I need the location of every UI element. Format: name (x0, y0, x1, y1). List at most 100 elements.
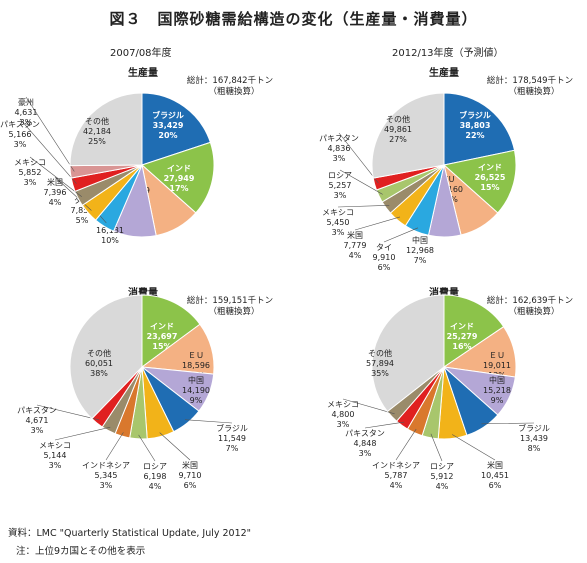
svg-text:米国: 米国 (182, 460, 198, 470)
svg-text:6,198: 6,198 (144, 472, 167, 481)
svg-text:25,279: 25,279 (447, 332, 478, 341)
svg-text:4%: 4% (49, 198, 62, 207)
pie-slice-other (371, 92, 445, 179)
svg-text:6%: 6% (378, 263, 391, 272)
svg-text:インド: インド (450, 322, 474, 331)
svg-text:ブラジル: ブラジル (518, 423, 550, 433)
svg-text:3%: 3% (14, 140, 27, 149)
pie-total: 総計：167,842千トン (187, 75, 273, 86)
svg-text:6%: 6% (489, 481, 502, 490)
svg-text:メキシコ: メキシコ (14, 158, 46, 167)
svg-text:中国: 中国 (188, 375, 204, 385)
svg-text:12,968: 12,968 (406, 246, 434, 255)
svg-text:その他: その他 (368, 348, 392, 358)
svg-text:15,218: 15,218 (483, 386, 511, 395)
svg-text:42,184: 42,184 (83, 127, 111, 136)
svg-text:米国: 米国 (47, 177, 63, 187)
svg-text:3%: 3% (49, 461, 62, 470)
svg-text:パキスタン: パキスタン (0, 120, 40, 129)
svg-text:3%: 3% (20, 118, 33, 127)
pie-title: 生産量 (429, 66, 459, 79)
pie-chart-4: 消費量総計：162,639千トン（粗糖換算）インド25,27916%ＥＵ19,0… (327, 286, 573, 491)
pie-slice-india (443, 294, 505, 368)
svg-text:49,861: 49,861 (384, 125, 412, 134)
pie-slice-other (69, 294, 143, 420)
svg-text:3%: 3% (334, 191, 347, 200)
svg-text:インドネシア: インドネシア (82, 461, 130, 470)
svg-text:ＥＵ: ＥＵ (188, 351, 204, 360)
svg-text:5,787: 5,787 (385, 471, 408, 480)
svg-text:7,855: 7,855 (71, 206, 94, 215)
svg-text:25%: 25% (88, 137, 106, 146)
pie-slice-india (141, 294, 201, 368)
svg-text:22%: 22% (465, 131, 484, 140)
svg-text:7,779: 7,779 (344, 241, 367, 250)
svg-text:ブラジル: ブラジル (152, 110, 184, 120)
svg-text:4%: 4% (349, 251, 362, 260)
svg-text:17%: 17% (169, 184, 188, 193)
svg-text:10,451: 10,451 (481, 471, 509, 480)
svg-text:35%: 35% (371, 369, 389, 378)
svg-text:16,131: 16,131 (96, 226, 124, 235)
svg-text:14,190: 14,190 (182, 386, 210, 395)
svg-text:11,549: 11,549 (218, 434, 246, 443)
svg-text:4,800: 4,800 (332, 410, 355, 419)
svg-text:13,439: 13,439 (520, 434, 548, 443)
svg-text:インド: インド (478, 163, 502, 172)
pie-slice-brazil (141, 92, 211, 166)
svg-text:インド: インド (167, 164, 191, 173)
svg-text:16%: 16% (452, 342, 471, 351)
svg-text:4,671: 4,671 (26, 416, 49, 425)
svg-text:3%: 3% (333, 154, 346, 163)
svg-text:パキスタン: パキスタン (319, 134, 359, 143)
pie-slice-india (442, 149, 517, 214)
svg-text:5%: 5% (76, 216, 89, 225)
svg-text:9,910: 9,910 (373, 253, 396, 262)
svg-text:9,710: 9,710 (179, 471, 202, 480)
pie-total-unit: （粗糖換算） (508, 306, 559, 317)
pie-slice-other (371, 294, 445, 413)
pie-chart-3: 消費量総計：159,151千トン（粗糖換算）インド23,69715%ＥＵ18,5… (17, 286, 273, 491)
svg-text:5,852: 5,852 (19, 168, 42, 177)
pie-slice-other (69, 92, 143, 167)
svg-text:メキシコ: メキシコ (39, 441, 71, 450)
svg-text:38,803: 38,803 (460, 121, 491, 130)
svg-text:ブラジル: ブラジル (216, 423, 248, 433)
svg-text:その他: その他 (386, 114, 410, 124)
svg-text:18,596: 18,596 (182, 361, 210, 370)
svg-text:3%: 3% (31, 426, 44, 435)
svg-text:4%: 4% (390, 481, 403, 490)
pie-slice-brazil (443, 92, 516, 166)
svg-text:米国: 米国 (347, 230, 363, 240)
svg-text:4%: 4% (149, 482, 162, 491)
svg-text:ＥＵ: ＥＵ (489, 351, 505, 360)
period-label-2007: 2007/08年度 (110, 48, 172, 59)
svg-text:8%: 8% (528, 444, 541, 453)
svg-text:3%: 3% (337, 420, 350, 429)
pie-title: 生産量 (128, 66, 158, 79)
svg-text:4%: 4% (436, 482, 449, 491)
